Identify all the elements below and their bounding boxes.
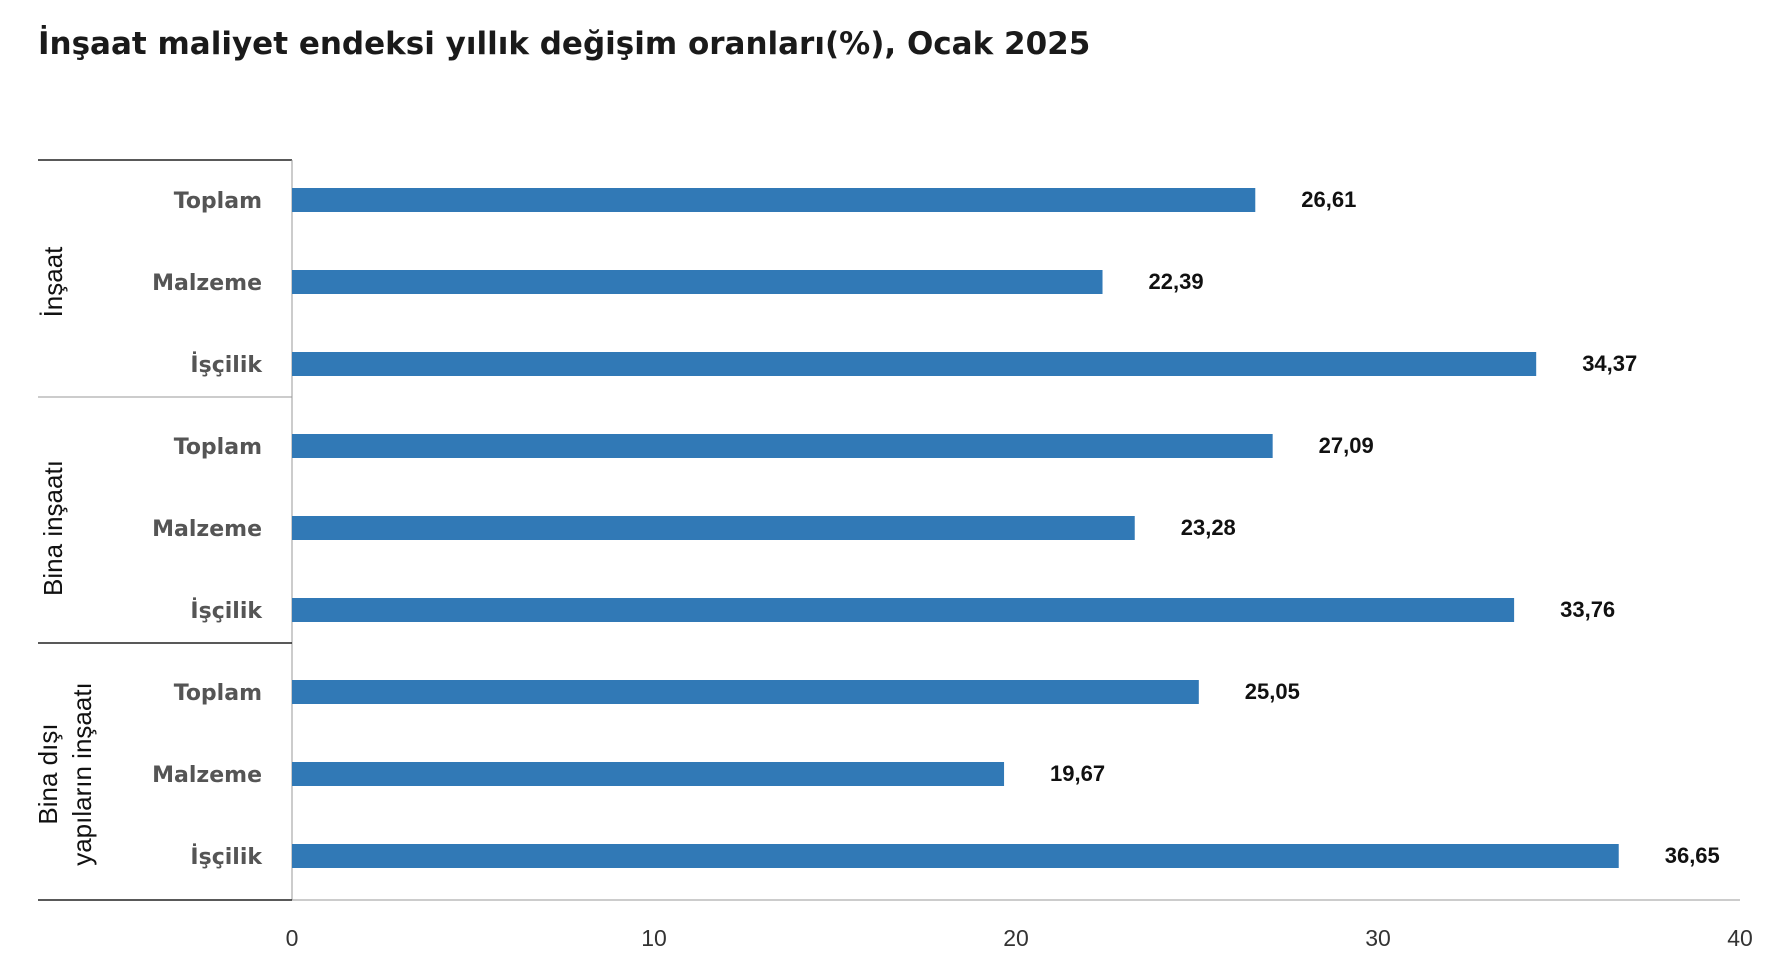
data-label: 19,67: [1050, 761, 1105, 786]
category-label: İşçilik: [190, 352, 263, 378]
x-tick-label: 40: [1727, 925, 1753, 951]
category-label: Malzeme: [152, 517, 262, 542]
category-label: Toplam: [174, 681, 262, 706]
x-tick-label: 20: [1003, 925, 1029, 951]
data-label: 27,09: [1319, 433, 1374, 458]
data-label: 25,05: [1245, 679, 1300, 704]
bar: [292, 680, 1199, 704]
data-label: 34,37: [1582, 351, 1637, 376]
bar: [292, 434, 1273, 458]
category-label: Toplam: [174, 435, 262, 460]
chart-title: İnşaat maliyet endeksi yıllık değişim or…: [38, 26, 1091, 62]
category-label: İşçilik: [190, 598, 263, 624]
group-label: Bina dışı: [33, 723, 63, 824]
data-label: 26,61: [1301, 187, 1356, 212]
data-label: 33,76: [1560, 597, 1615, 622]
bar: [292, 352, 1537, 376]
bar: [292, 188, 1256, 212]
bar: [292, 598, 1515, 622]
data-label: 22,39: [1149, 269, 1204, 294]
bar: [292, 844, 1619, 868]
x-tick-label: 0: [286, 925, 299, 951]
group-label: İnşaat: [38, 246, 68, 318]
bar: [292, 270, 1103, 294]
x-tick-label: 30: [1365, 925, 1391, 951]
category-label: Toplam: [174, 189, 262, 214]
category-label: Malzeme: [152, 763, 262, 788]
category-label: İşçilik: [190, 844, 263, 870]
x-tick-label: 10: [641, 925, 667, 951]
data-label: 23,28: [1181, 515, 1236, 540]
bar: [292, 516, 1135, 540]
group-label: Bina inşaatı: [38, 460, 68, 596]
group-label: yapıların inşaatı: [67, 682, 97, 866]
category-label: Malzeme: [152, 271, 262, 296]
data-label: 36,65: [1665, 843, 1720, 868]
bar: [292, 762, 1005, 786]
